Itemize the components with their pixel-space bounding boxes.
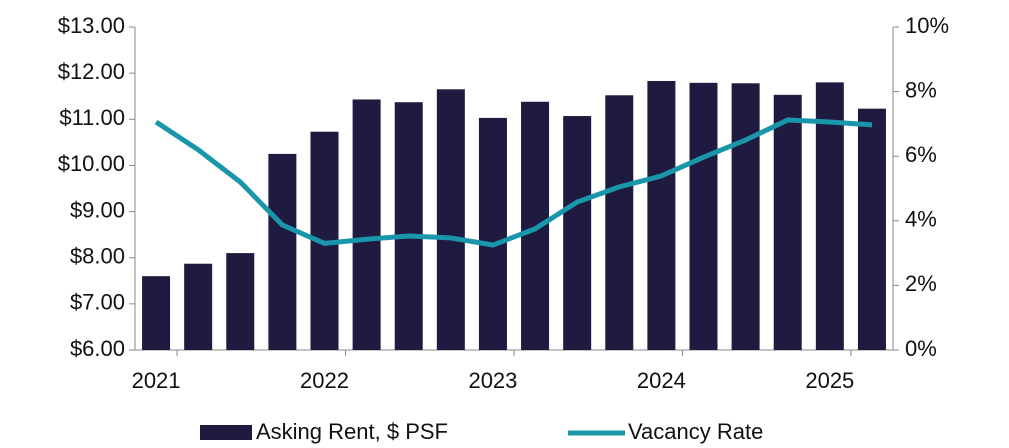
y2-tick-label: 2% [905,271,937,296]
y2-tick-label: 8% [905,77,937,102]
x-tick-label: 2024 [637,368,686,393]
y2-tick-label: 6% [905,142,937,167]
bar [394,102,423,350]
bar [815,82,844,350]
y-tick-label: $12.00 [58,59,125,84]
y-tick-label: $8.00 [70,244,125,269]
line [154,117,873,248]
legend-label: Vacancy Rate [628,419,763,444]
x-tick-label: 2023 [468,368,517,393]
bar [226,253,255,350]
bar [521,101,550,350]
y-tick-label: $7.00 [70,290,125,315]
bar [436,89,465,351]
x-tick-label: 2021 [132,368,181,393]
y-tick-label: $10.00 [58,151,125,176]
y-tick-label: $11.00 [59,105,125,130]
y-tick-label: $13.00 [58,13,125,38]
bar [352,99,381,351]
y2-tick-label: 10% [905,13,949,38]
bar [563,116,592,350]
bar [184,263,213,350]
x-tick-label: 2022 [300,368,349,393]
bar [647,80,676,350]
bar [142,276,171,350]
bar [689,82,718,350]
legend-label: Asking Rent, $ PSF [256,419,448,444]
y-tick-label: $9.00 [70,197,125,222]
bar [773,94,802,350]
bar [731,83,760,351]
bar [857,108,886,351]
y2-tick-label: 4% [905,207,937,232]
legend-swatch [200,425,252,440]
bar [605,95,634,350]
y2-tick-label: 0% [905,336,937,361]
bar [478,117,507,350]
y-tick-label: $6.00 [70,336,125,361]
bar [268,153,297,350]
x-tick-label: 2025 [805,368,854,393]
